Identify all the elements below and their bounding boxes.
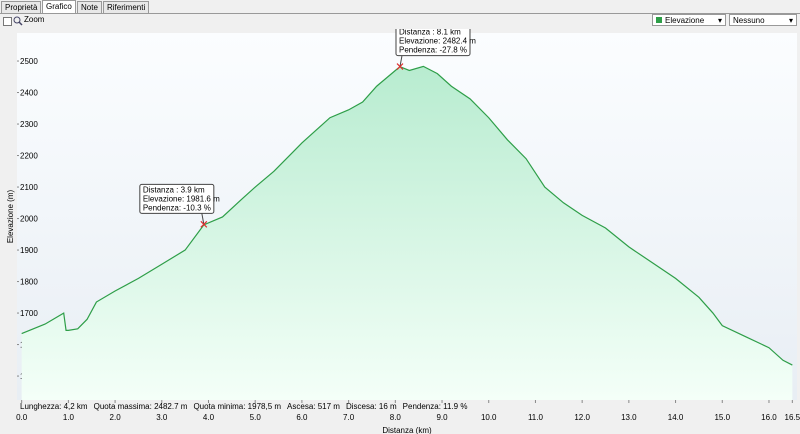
compare-select[interactable]: Nessuno ▾ <box>729 14 797 26</box>
x-tick-label: 13.0 <box>621 413 637 422</box>
series-select[interactable]: Elevazione ▾ <box>652 14 726 26</box>
annotation-text: Elevazione: 1981.6 m <box>143 194 220 203</box>
y-tick-label: 2500 <box>20 57 38 66</box>
annotation-pointer <box>201 213 205 225</box>
zoom-checkbox[interactable] <box>3 17 12 26</box>
y-tick-label: 1900 <box>20 246 38 255</box>
tab[interactable]: Grafico <box>42 0 76 13</box>
annotation-text: Distanza : 8.1 km <box>399 29 461 37</box>
profile-line <box>21 65 793 366</box>
annotation-box <box>139 183 215 214</box>
stat: Ascesa: 517 m <box>287 402 340 411</box>
x-tick-label: 1.0 <box>63 413 75 422</box>
y-tick-label: 2200 <box>20 152 38 161</box>
x-tick-label: 3.0 <box>156 413 168 422</box>
y-axis-label: Elevazione (m) <box>6 189 15 243</box>
tab[interactable]: Proprietà <box>1 1 42 14</box>
stat: Quota massima: 2482.7 m <box>94 402 188 411</box>
tab[interactable]: Riferimenti <box>103 1 150 14</box>
compare-select-text: Nessuno <box>733 16 765 25</box>
x-tick-label: 7.0 <box>343 413 355 422</box>
x-tick-label: 5.0 <box>250 413 262 422</box>
stat: Discesa: 16 m <box>346 402 397 411</box>
y-tick-label: 2400 <box>20 89 38 98</box>
marker <box>396 63 404 71</box>
x-tick-label: 11.0 <box>528 413 544 422</box>
separator <box>0 13 800 14</box>
y-tick-label: 2300 <box>20 120 38 129</box>
x-tick-label: 12.0 <box>574 413 590 422</box>
annotation-text: Distanza : 3.9 km <box>143 185 205 194</box>
stat: Lunghezza: 4,2 km <box>20 402 88 411</box>
x-tick-label: 8.0 <box>390 413 402 422</box>
x-tick-label: 9.0 <box>436 413 448 422</box>
annotation-pointer <box>399 55 403 67</box>
x-axis-label: Distanza (km) <box>382 426 432 434</box>
annotation-text: Elevazione: 2482.4 m <box>399 37 476 46</box>
x-tick-label: 15.0 <box>714 413 730 422</box>
annotation-box <box>395 29 471 57</box>
marker <box>200 220 208 228</box>
tab[interactable]: Note <box>77 1 102 14</box>
x-tick-label: 2.0 <box>110 413 122 422</box>
x-tick-label: 0.0 <box>16 413 28 422</box>
y-tick-label: 2100 <box>20 183 38 192</box>
annotation-text: Pendenza: -10.3 % <box>143 203 211 212</box>
x-tick-label: 6.0 <box>296 413 308 422</box>
y-tick-label: 2000 <box>20 215 38 224</box>
x-tick-label: 10.0 <box>481 413 497 422</box>
zoom-label: Zoom <box>24 15 45 24</box>
area <box>21 66 793 400</box>
x-tick-label: 14.0 <box>668 413 684 422</box>
x-tick-label: 16.5 <box>785 413 800 422</box>
x-tick-label: 16.0 <box>761 413 777 422</box>
x-tick-label: 4.0 <box>203 413 215 422</box>
zoom-icon <box>13 16 23 26</box>
stat: Quota minima: 1978,5 m <box>193 402 281 411</box>
series-select-text: Elevazione <box>665 16 705 25</box>
chart: 1500160017001800190020002100220023002400… <box>6 29 800 434</box>
stat: Pendenza: 11.9 % <box>403 402 468 411</box>
y-tick-label: 1800 <box>20 278 38 287</box>
annotation-text: Pendenza: -27.8 % <box>399 46 467 55</box>
y-tick-label: 1700 <box>20 309 38 318</box>
